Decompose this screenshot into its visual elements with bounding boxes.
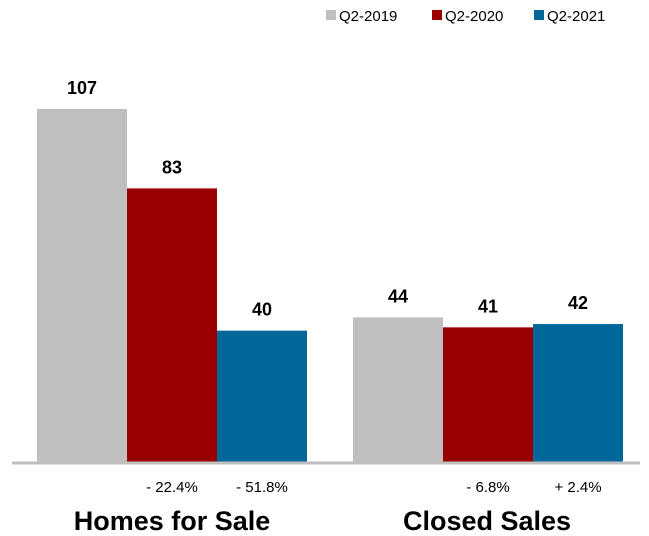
bar-closed-sales-q2-2020 [443, 327, 533, 463]
legend-swatch-q2-2019 [326, 10, 336, 20]
value-label-homes-for-sale-q2-2020: 83 [162, 157, 182, 177]
bar-closed-sales-q2-2019 [353, 317, 443, 463]
change-label-closed-sales-q2-2020: - 6.8% [466, 479, 509, 496]
legend-swatch-q2-2020 [432, 10, 442, 20]
value-labels: 107 83 40 44 41 42 [67, 78, 588, 320]
bar-homes-for-sale-q2-2021 [217, 330, 307, 463]
bars [37, 109, 623, 464]
change-label-closed-sales-q2-2021: + 2.4% [554, 479, 601, 496]
value-label-homes-for-sale-q2-2021: 40 [252, 300, 272, 320]
value-label-closed-sales-q2-2019: 44 [388, 286, 408, 306]
category-labels: Homes for Sale Closed Sales [74, 506, 571, 536]
change-label-homes-for-sale-q2-2020: - 22.4% [146, 479, 198, 496]
value-label-closed-sales-q2-2020: 41 [478, 296, 498, 316]
legend: Q2-2019 Q2-2020 Q2-2021 [326, 8, 605, 25]
bar-closed-sales-q2-2021 [533, 324, 623, 463]
change-label-homes-for-sale-q2-2021: - 51.8% [236, 479, 288, 496]
legend-label-q2-2021: Q2-2021 [547, 8, 605, 25]
bar-homes-for-sale-q2-2019 [37, 109, 127, 463]
value-label-homes-for-sale-q2-2019: 107 [67, 78, 97, 98]
value-label-closed-sales-q2-2021: 42 [568, 293, 588, 313]
legend-swatch-q2-2021 [534, 10, 544, 20]
legend-label-q2-2019: Q2-2019 [339, 8, 397, 25]
category-label-homes-for-sale: Homes for Sale [74, 506, 271, 536]
legend-label-q2-2020: Q2-2020 [445, 8, 503, 25]
change-labels: - 22.4% - 51.8% - 6.8% + 2.4% [146, 479, 601, 496]
bar-homes-for-sale-q2-2020 [127, 188, 217, 464]
category-label-closed-sales: Closed Sales [403, 506, 571, 536]
